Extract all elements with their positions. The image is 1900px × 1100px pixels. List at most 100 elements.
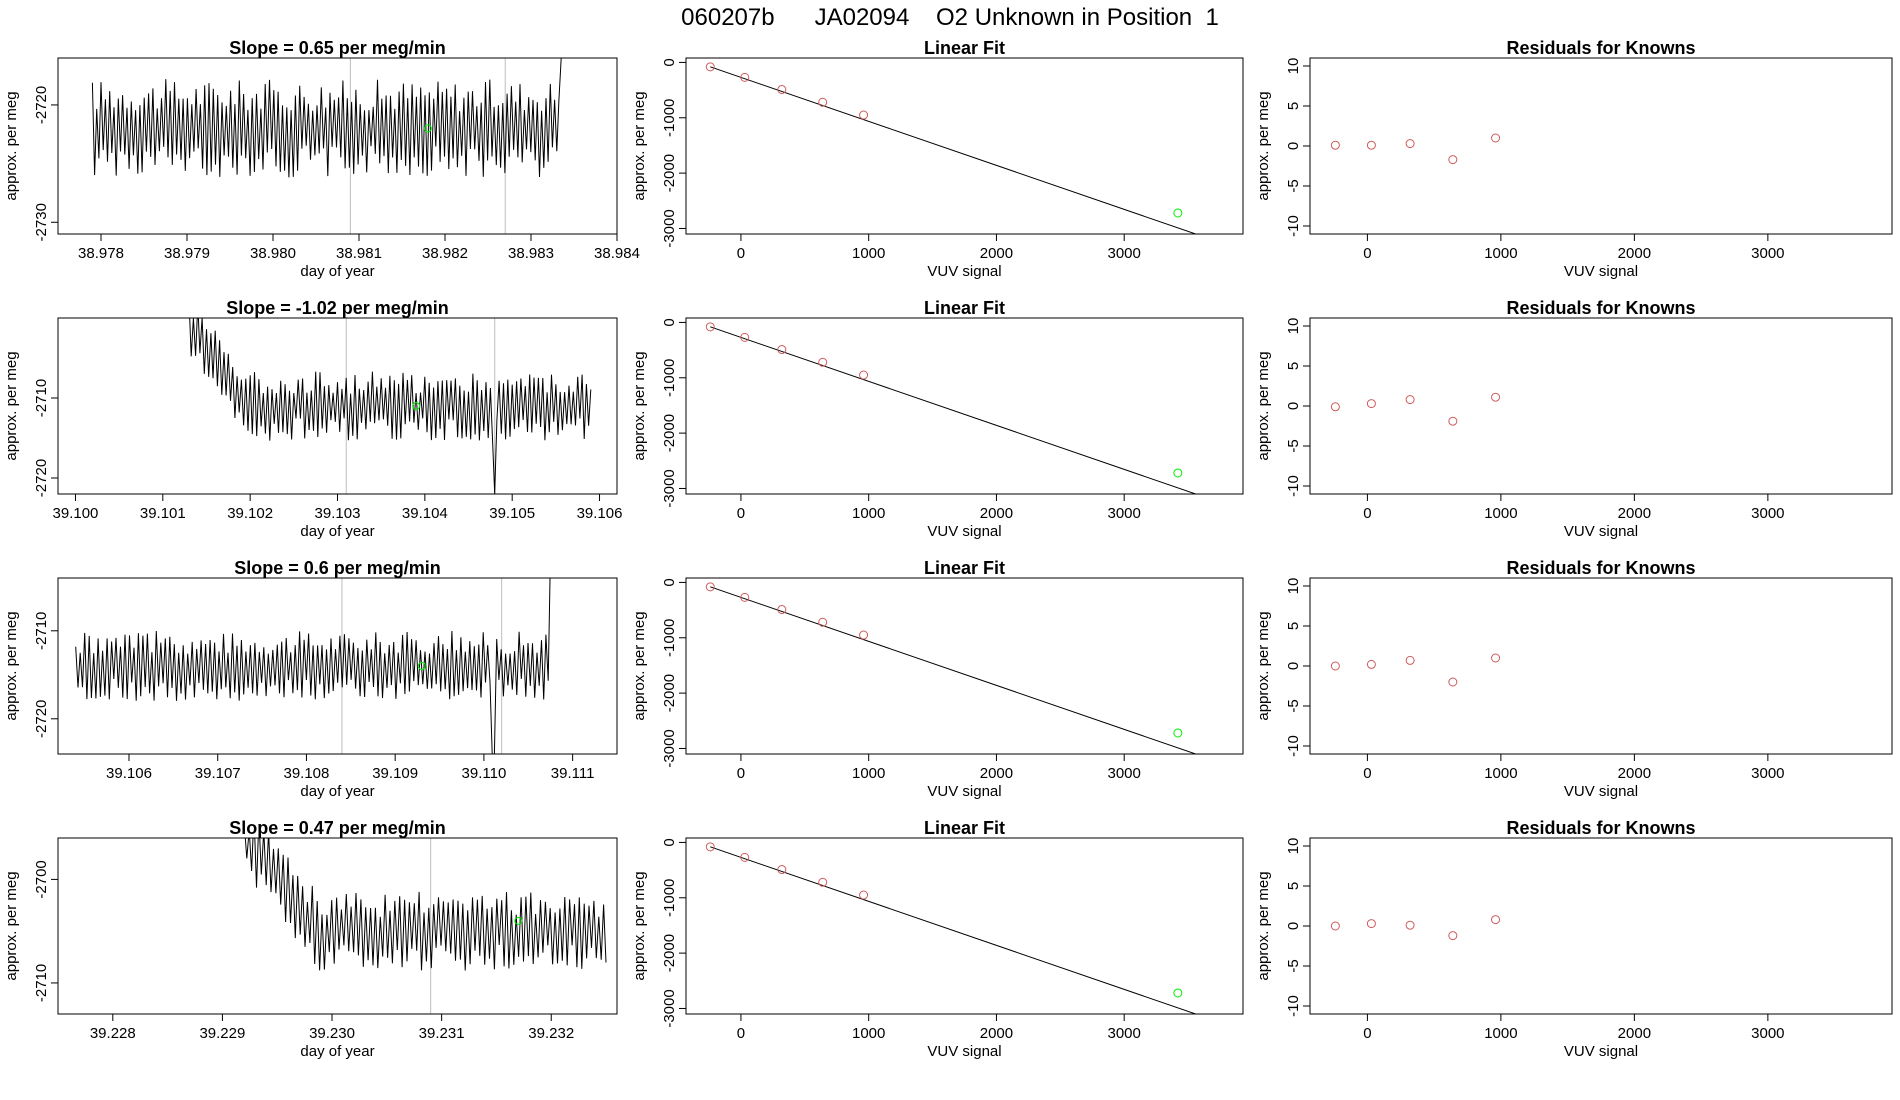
x-axis-label: day of year (300, 523, 374, 540)
x-tick-label: 0 (1363, 765, 1371, 782)
known-point (1448, 931, 1458, 941)
x-tick-label: 3000 (1108, 765, 1141, 782)
y-tick-label: -1000 (661, 99, 678, 137)
plot-frame (1309, 577, 1893, 755)
y-axis-label: approx. per meg (631, 91, 648, 200)
y-tick-label: 5 (1285, 622, 1302, 630)
y-tick-label: 0 (1285, 402, 1302, 410)
x-tick-label: 2000 (980, 245, 1013, 262)
known-point (818, 877, 828, 887)
timeseries-line (189, 318, 592, 494)
y-tick-label: -3000 (661, 989, 678, 1027)
x-tick-label: 1000 (1484, 1025, 1517, 1042)
y-tick-label: 0 (661, 838, 678, 846)
x-tick-label: 3000 (1108, 245, 1141, 262)
known-point (705, 842, 715, 852)
chart-title: Slope = 0.47 per meg/min (229, 818, 446, 838)
x-tick-label: 38.981 (336, 245, 382, 262)
plot-frame (57, 837, 618, 1015)
chart-title: Slope = -1.02 per meg/min (226, 298, 449, 318)
y-tick-label: -5 (1285, 179, 1302, 192)
x-axis-label: VUV signal (927, 783, 1001, 800)
y-tick-label: -2700 (33, 860, 50, 898)
plot-frame (1309, 837, 1893, 1015)
y-axis-label: approx. per meg (1255, 91, 1272, 200)
y-tick-label: -2000 (661, 154, 678, 192)
y-axis-label: approx. per meg (1255, 871, 1272, 980)
x-axis-label: day of year (300, 1043, 374, 1060)
plot-frame (685, 577, 1244, 755)
y-tick-label: 10 (1285, 578, 1302, 595)
chart-title: Slope = 0.65 per meg/min (229, 38, 446, 58)
y-axis-label: approx. per meg (631, 351, 648, 460)
y-axis-label: approx. per meg (3, 611, 20, 720)
y-tick-label: 10 (1285, 58, 1302, 75)
chart-title: Linear Fit (924, 558, 1005, 578)
x-tick-label: 0 (1363, 245, 1371, 262)
x-tick-label: 3000 (1751, 1025, 1784, 1042)
x-tick-label: 3000 (1108, 505, 1141, 522)
unknown-point (412, 402, 421, 410)
x-tick-label: 39.100 (53, 505, 99, 522)
y-tick-label: -2730 (33, 203, 50, 241)
x-tick-label: 2000 (1618, 765, 1651, 782)
x-tick-label: 38.982 (422, 245, 468, 262)
plot-area (705, 322, 1198, 494)
x-tick-label: 38.978 (78, 245, 124, 262)
x-tick-label: 38.984 (594, 245, 640, 262)
known-point (777, 605, 787, 615)
known-point (740, 592, 750, 602)
fit-line (710, 326, 1198, 494)
timeseries-line (75, 578, 551, 754)
known-point (1448, 677, 1458, 687)
known-point (1366, 140, 1376, 150)
plot-area (1330, 133, 1501, 165)
x-tick-label: 1000 (1484, 505, 1517, 522)
known-point (1366, 399, 1376, 409)
chart-title: Slope = 0.6 per meg/min (234, 558, 441, 578)
y-tick-label: -1000 (661, 619, 678, 657)
known-point (1330, 921, 1340, 931)
x-axis-label: VUV signal (1564, 1043, 1638, 1060)
y-tick-label: 0 (1285, 142, 1302, 150)
fit-line (710, 66, 1198, 234)
known-point (1366, 659, 1376, 669)
y-tick-label: 0 (661, 318, 678, 326)
known-point (1491, 653, 1501, 663)
linear_fit-panel-row-3: Linear Fit 0 1000 2000 3000 0 -1000 -2000 -3000 V… (631, 558, 1244, 800)
known-point (740, 852, 750, 862)
known-point (859, 890, 869, 900)
known-point (1330, 402, 1340, 412)
plot-frame (685, 837, 1244, 1015)
plot-frame (57, 57, 618, 235)
known-point (859, 110, 869, 120)
y-axis-label: approx. per meg (631, 611, 648, 720)
timeseries-line (91, 58, 562, 178)
plot-frame (685, 317, 1244, 495)
linear_fit-panel-row-1: Linear Fit 0 1000 2000 3000 0 -1000 -2000 -3000 V… (631, 38, 1244, 280)
known-point (818, 617, 828, 627)
y-tick-label: -2000 (661, 414, 678, 452)
residuals-panel-row-3: Residuals for Knowns 0 1000 2000 3000 10 5 0 -5 -… (1255, 558, 1893, 800)
plot-area (189, 318, 592, 494)
residuals-panel-row-1: Residuals for Knowns 0 1000 2000 3000 10 5 0 -5 -… (1255, 38, 1893, 280)
x-tick-label: 38.983 (508, 245, 554, 262)
y-tick-label: -10 (1285, 735, 1302, 757)
plot-frame (1309, 317, 1893, 495)
fit-line (710, 846, 1198, 1014)
y-tick-label: -3000 (661, 469, 678, 507)
y-tick-label: -2720 (33, 459, 50, 497)
y-axis-label: approx. per meg (631, 871, 648, 980)
x-tick-label: 1000 (852, 245, 885, 262)
plot-area (705, 582, 1198, 754)
y-tick-label: -2000 (661, 934, 678, 972)
x-axis-label: VUV signal (927, 263, 1001, 280)
x-tick-label: 38.980 (250, 245, 296, 262)
x-tick-label: 39.101 (140, 505, 186, 522)
x-tick-label: 2000 (1618, 1025, 1651, 1042)
y-tick-label: -5 (1285, 699, 1302, 712)
known-point (705, 582, 715, 592)
y-tick-label: -2720 (33, 86, 50, 124)
